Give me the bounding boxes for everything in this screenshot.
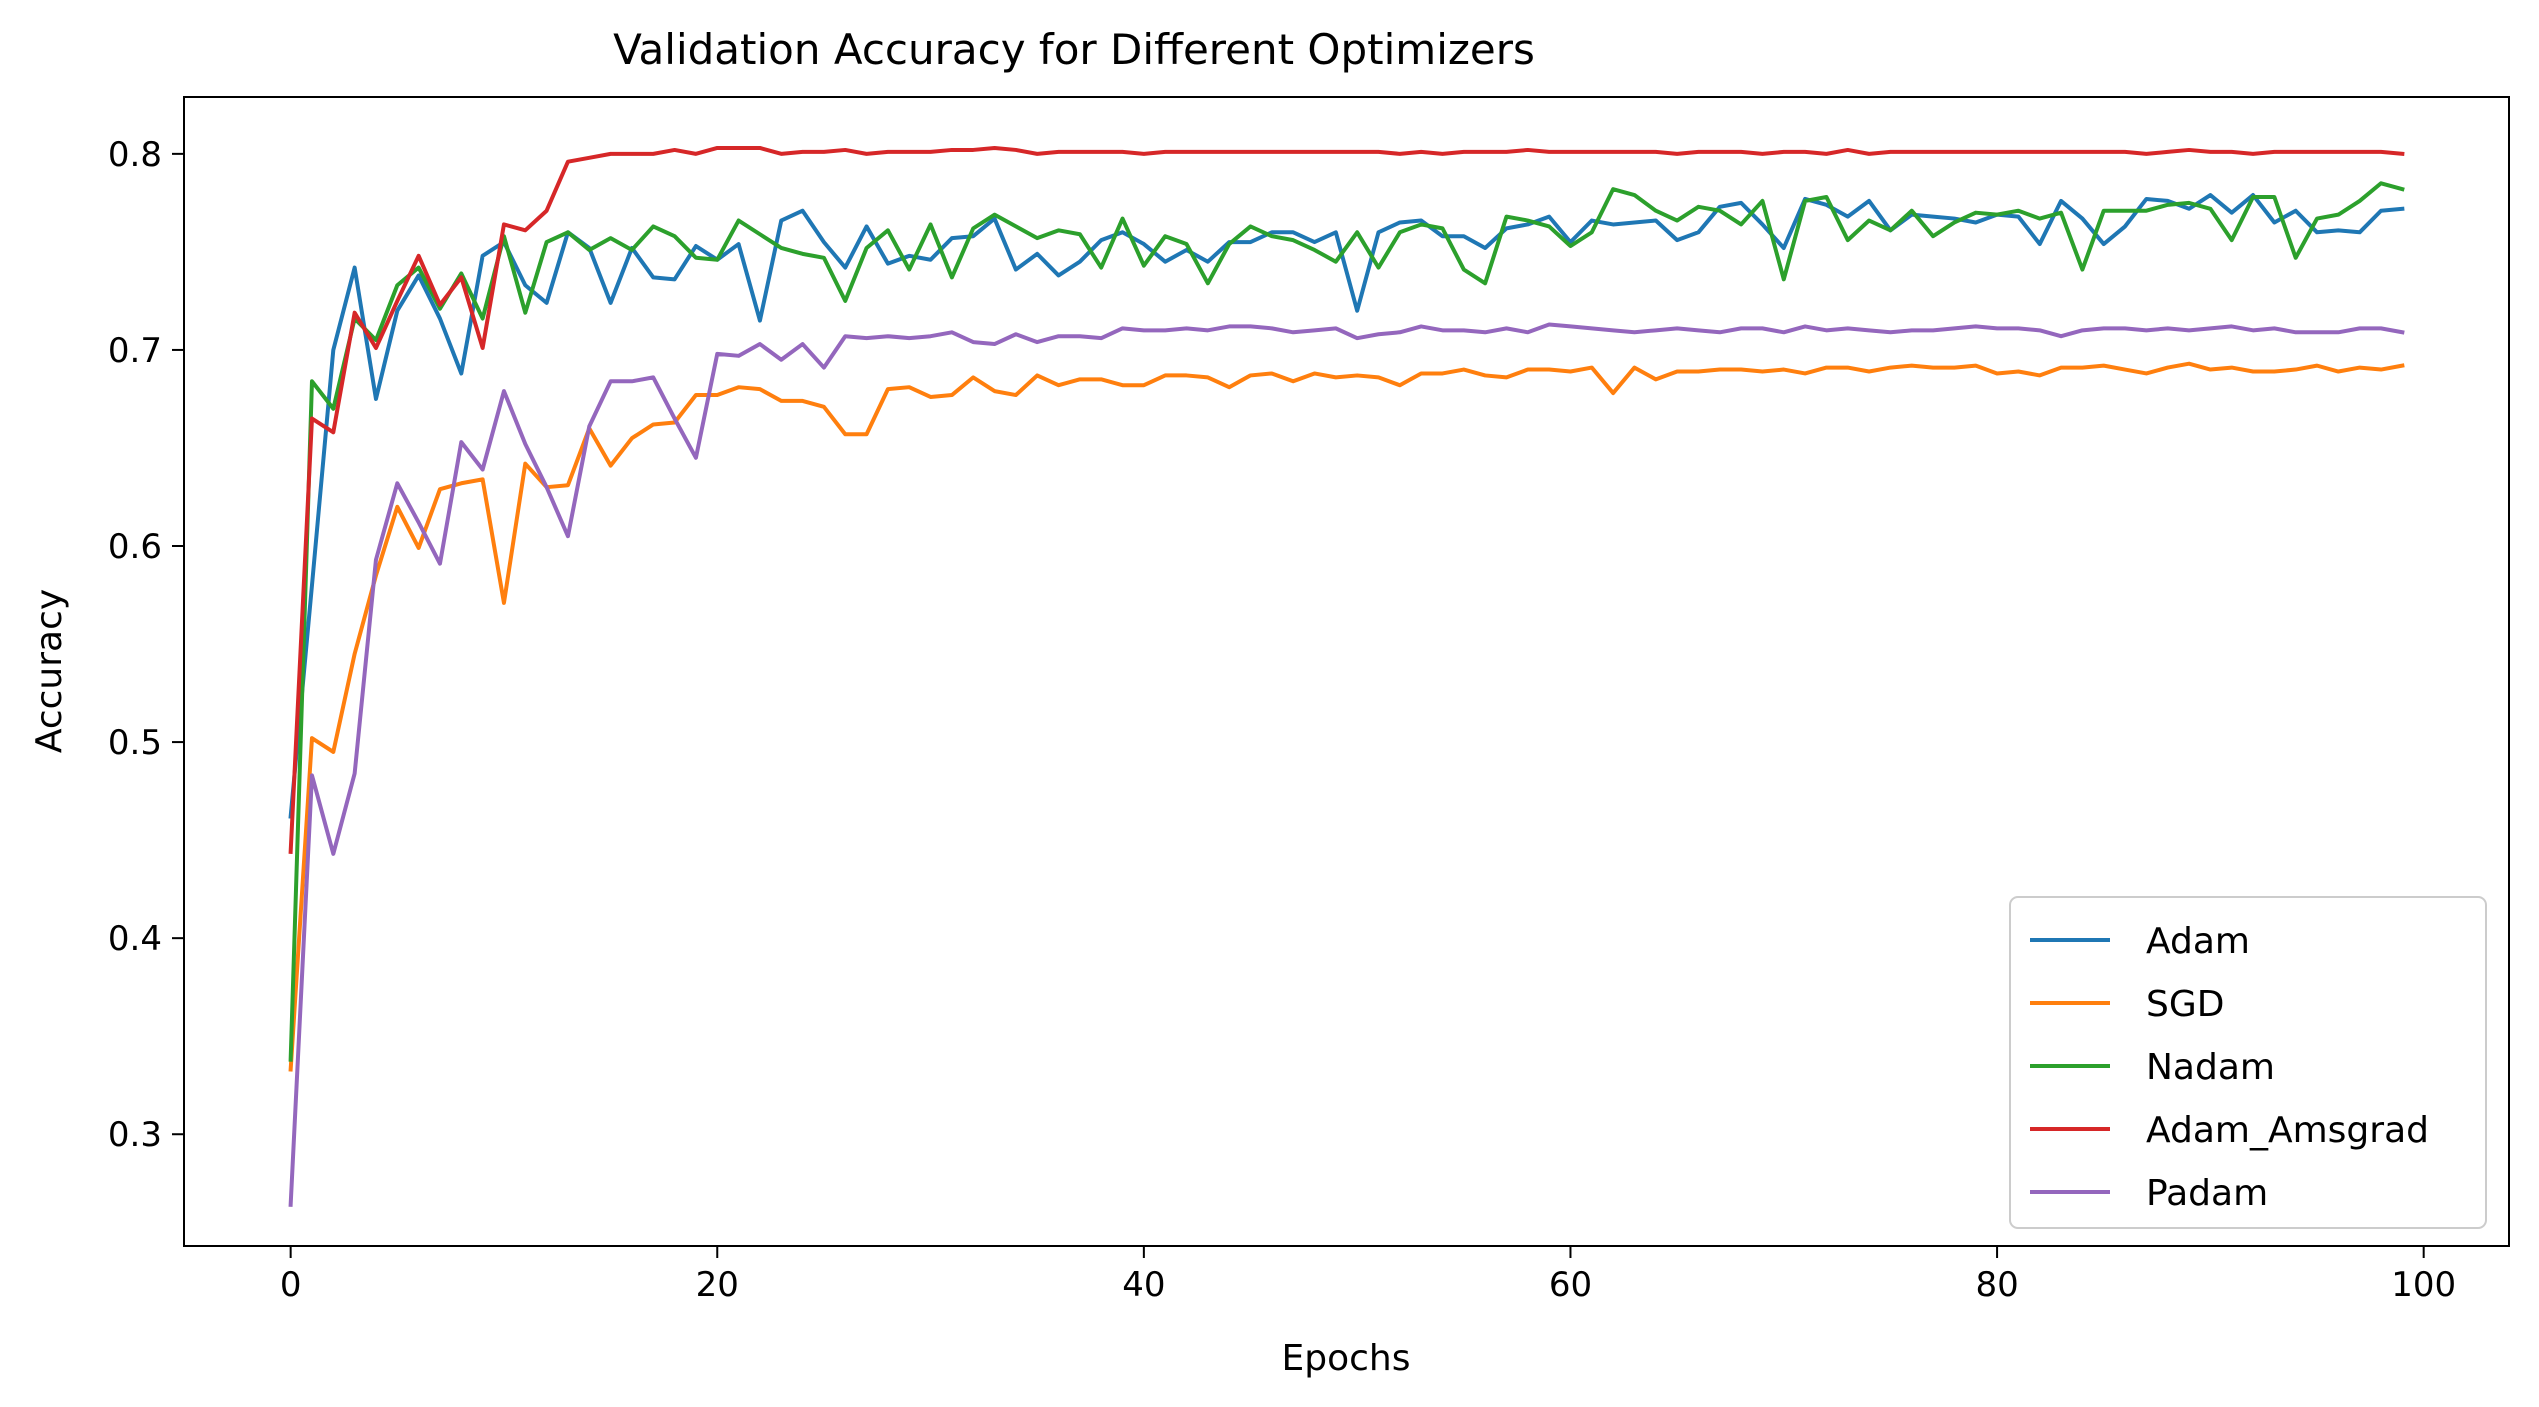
y-tick-label: 0.5 xyxy=(108,723,162,763)
plot-lines xyxy=(288,145,2405,1207)
y-tick-label: 0.8 xyxy=(108,135,162,175)
chart-title: Validation Accuracy for Different Optimi… xyxy=(613,25,1535,74)
x-tick-label: 40 xyxy=(1122,1265,1165,1305)
y-tick-label: 0.6 xyxy=(108,527,162,567)
y-axis-label: Accuracy xyxy=(29,589,70,753)
legend: Adam SGD Nadam Adam_Amsgrad Padam xyxy=(2009,896,2487,1229)
x-tick-label: 60 xyxy=(1549,1265,1592,1305)
y-axis: 0.3 0.4 0.5 0.6 0.7 0.8 xyxy=(108,135,184,1155)
y-tick-label: 0.3 xyxy=(108,1115,162,1155)
x-axis-label: Epochs xyxy=(1282,1338,1411,1379)
x-tick-label: 20 xyxy=(696,1265,739,1305)
legend-label: SGD xyxy=(2146,984,2224,1025)
series-line-nadam xyxy=(288,181,2405,1062)
legend-label: Padam xyxy=(2146,1173,2268,1214)
legend-box xyxy=(2009,896,2487,1229)
x-tick-label: 80 xyxy=(1975,1265,2018,1305)
x-tick-label: 0 xyxy=(280,1265,302,1305)
series-line-adam xyxy=(288,193,2405,819)
series-line-sgd xyxy=(288,361,2405,1072)
legend-label: Adam_Amsgrad xyxy=(2146,1110,2429,1151)
y-tick-label: 0.4 xyxy=(108,919,162,959)
x-axis: 0 20 40 60 80 100 xyxy=(280,1246,2456,1305)
series-line-padam xyxy=(288,322,2405,1207)
x-tick-label: 100 xyxy=(2391,1265,2456,1305)
series-line-adam-amsgrad xyxy=(288,145,2405,854)
plot-frame xyxy=(183,96,2510,1247)
legend-label: Nadam xyxy=(2146,1047,2275,1088)
y-tick-label: 0.7 xyxy=(108,331,162,371)
legend-label: Adam xyxy=(2146,921,2250,962)
